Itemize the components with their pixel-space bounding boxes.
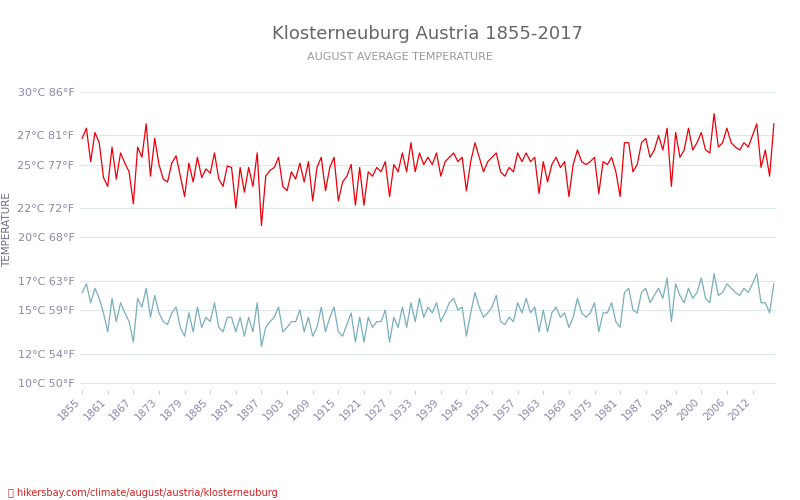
Text: 📍 hikersbay.com/climate/august/austria/klosterneuburg: 📍 hikersbay.com/climate/august/austria/k… <box>8 488 278 498</box>
Y-axis label: TEMPERATURE: TEMPERATURE <box>2 192 12 268</box>
Title: Klosterneuburg Austria 1855-2017: Klosterneuburg Austria 1855-2017 <box>273 26 583 44</box>
Text: AUGUST AVERAGE TEMPERATURE: AUGUST AVERAGE TEMPERATURE <box>307 52 493 62</box>
